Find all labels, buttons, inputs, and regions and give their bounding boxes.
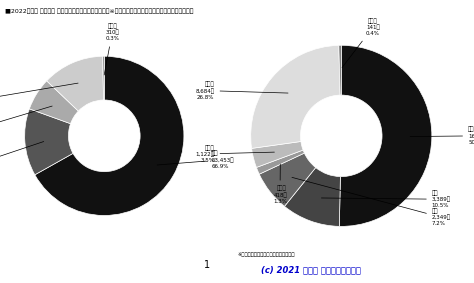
Text: 募集人員: 募集人員 [332, 136, 351, 145]
Wedge shape [256, 150, 304, 174]
Wedge shape [29, 81, 78, 124]
Text: 1: 1 [204, 260, 210, 270]
Text: 32,429人: 32,429人 [323, 151, 360, 160]
Text: 公立大: 公立大 [334, 121, 348, 130]
Wedge shape [25, 109, 73, 175]
Wedge shape [46, 56, 103, 111]
Text: 総合型
1,122人
3.5%: 総合型 1,122人 3.5% [195, 145, 274, 163]
Text: 後期
3,389人
10.5%: 後期 3,389人 10.5% [321, 190, 451, 208]
Wedge shape [35, 56, 184, 215]
Text: 国立大: 国立大 [97, 122, 111, 131]
Wedge shape [259, 153, 316, 206]
Text: ※本グラフには公立大の別日程を含む。: ※本グラフには公立大の別日程を含む。 [237, 252, 294, 257]
Text: その他
141人
0.4%: その他 141人 0.4% [342, 18, 380, 68]
Text: (c) 2021 旺文社 教育情報センター: (c) 2021 旺文社 教育情報センター [261, 265, 361, 275]
Text: 中期
2,349人
7.2%: 中期 2,349人 7.2% [292, 177, 451, 226]
Text: 募集人員: 募集人員 [95, 135, 114, 144]
Text: 94,901人: 94,901人 [86, 149, 123, 158]
Wedge shape [252, 142, 303, 168]
Text: その他
310人
0.3%: その他 310人 0.3% [104, 23, 119, 75]
Text: 前期
63,453人
66.9%: 前期 63,453人 66.9% [157, 151, 234, 169]
Wedge shape [339, 45, 432, 226]
Text: 推薦型
8,684人
26.8%: 推薦型 8,684人 26.8% [195, 82, 288, 100]
Wedge shape [284, 168, 340, 226]
Text: 前期
16,326人
50.3%: 前期 16,326人 50.3% [410, 127, 474, 145]
Wedge shape [251, 45, 340, 148]
Text: 後期
12,946人
13.6%: 後期 12,946人 13.6% [0, 142, 44, 173]
Text: 総合型
6,291人
6.6%: 総合型 6,291人 6.6% [0, 106, 52, 137]
Text: ■2022年入試 国公立大 選抜区分別の募集人員と割合　※「その他」は帰国生徒選抜、社会人選抜など。: ■2022年入試 国公立大 選抜区分別の募集人員と割合 ※「その他」は帰国生徒選… [5, 8, 193, 14]
Text: 別日程
418人
1.3%: 別日程 418人 1.3% [273, 164, 287, 204]
Text: 推薦型
11,901人
12.5%: 推薦型 11,901人 12.5% [0, 83, 78, 109]
Wedge shape [103, 56, 104, 100]
Wedge shape [339, 45, 341, 95]
